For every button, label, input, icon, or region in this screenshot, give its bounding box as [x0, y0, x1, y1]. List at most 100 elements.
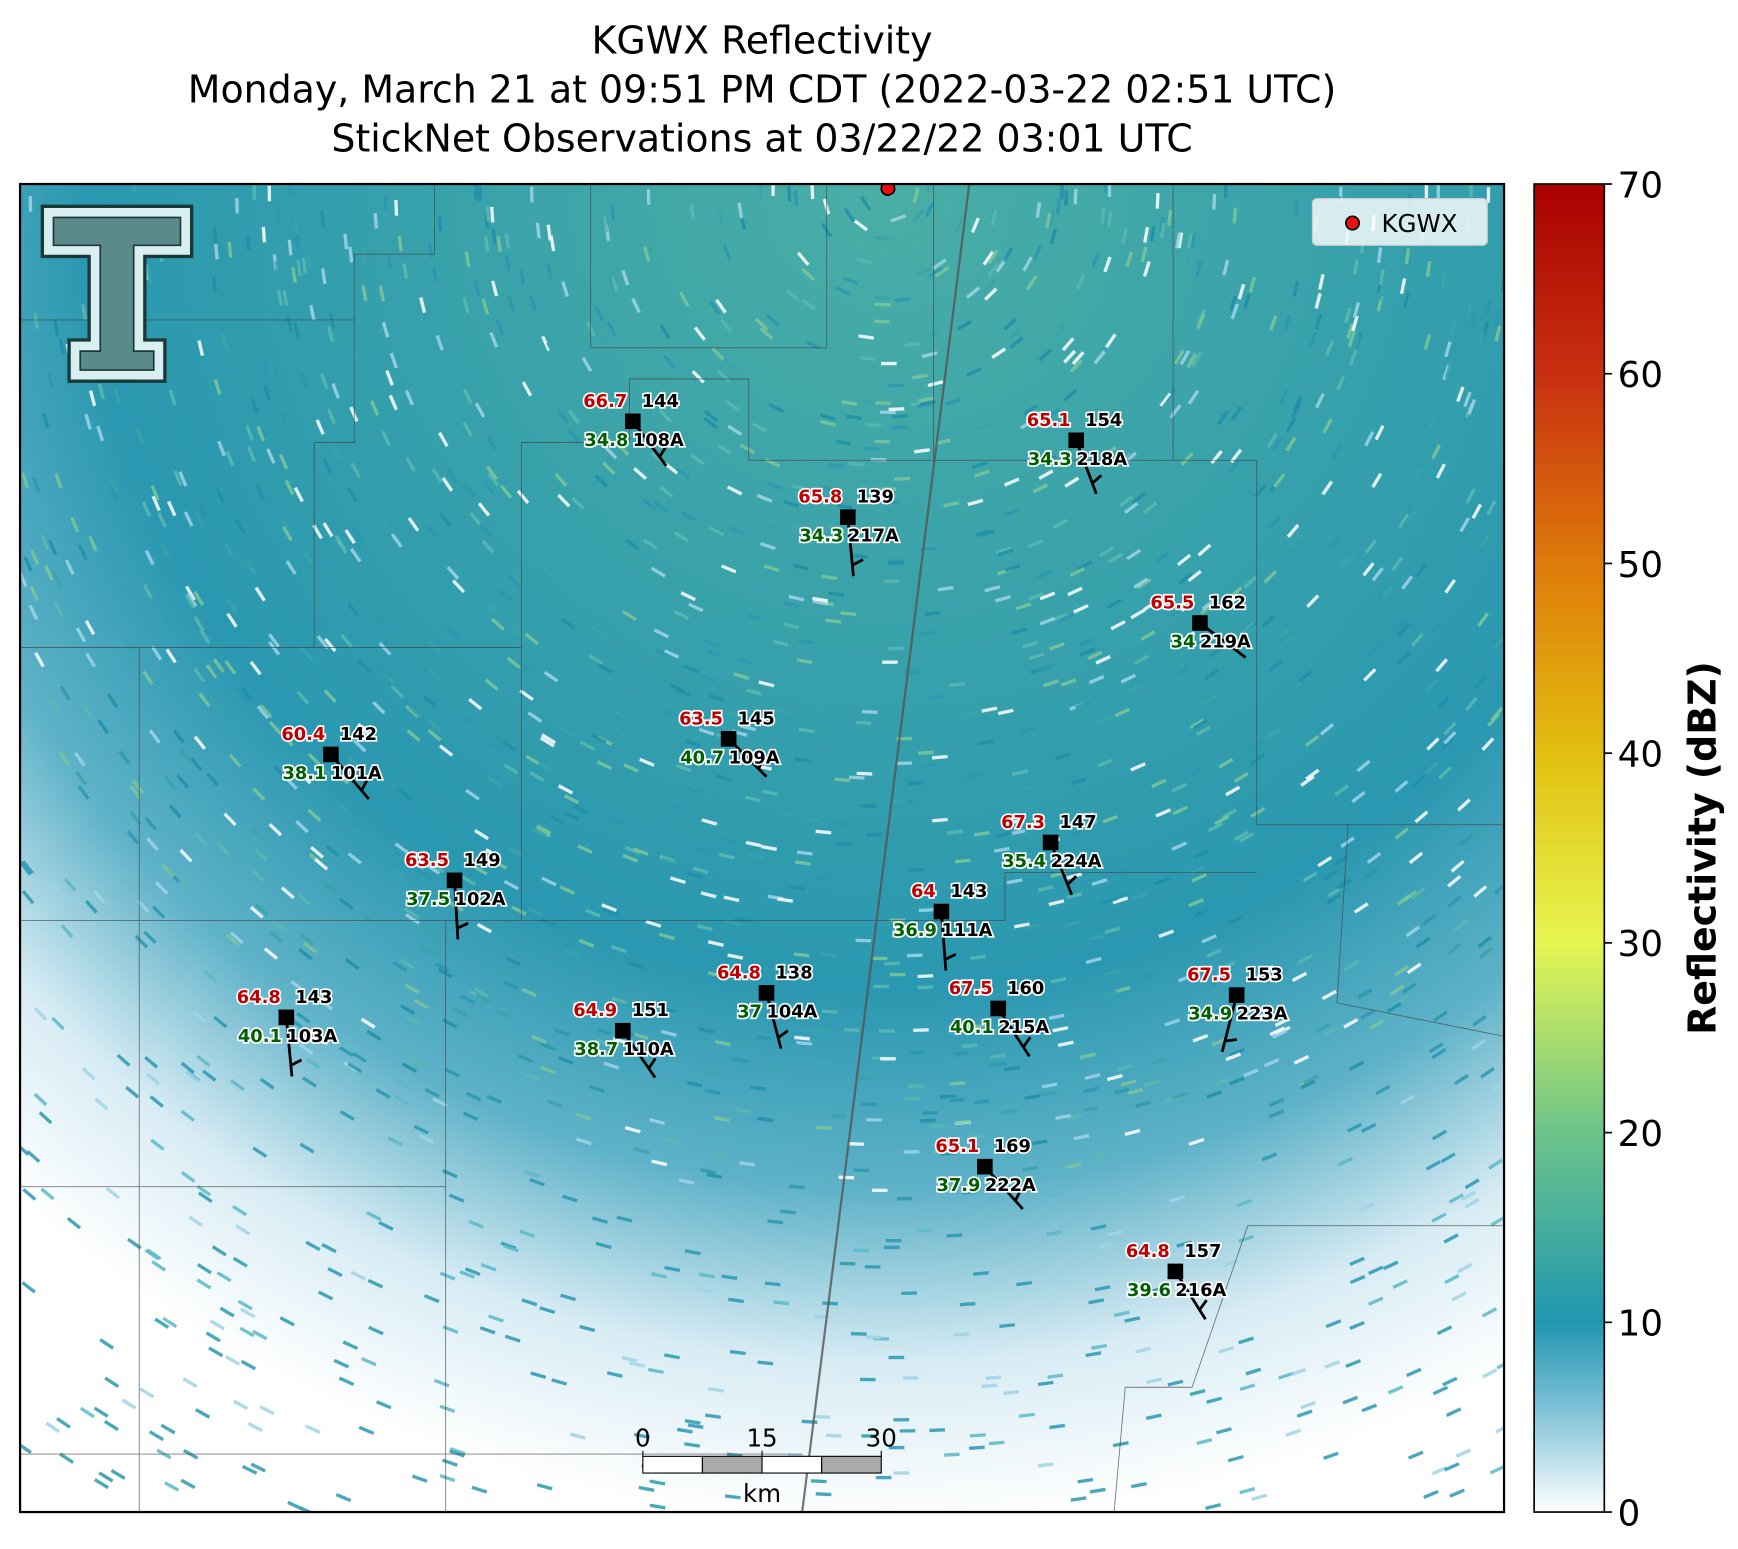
radar-echo [1011, 627, 1028, 635]
station-value: 157 [1184, 1241, 1221, 1262]
radar-echo [327, 1267, 343, 1278]
radar-echo [553, 1027, 570, 1037]
radar-echo [461, 875, 477, 887]
radar-echo [987, 262, 1000, 277]
radar-echo [141, 501, 152, 517]
radar-echo [339, 897, 354, 910]
radar-echo [1117, 452, 1132, 466]
radar-echo [530, 1371, 547, 1380]
radar-echo [751, 422, 768, 433]
radar-echo [794, 860, 811, 866]
radar-echo [734, 1107, 751, 1114]
radar-echo [1060, 184, 1064, 200]
radar-echo [701, 818, 718, 826]
radar-echo [441, 476, 454, 492]
radar-echo [1238, 1336, 1255, 1345]
radar-echo [1175, 232, 1182, 249]
radar-echo [1064, 920, 1081, 928]
radar-echo [205, 1331, 221, 1343]
radar-echo [1075, 700, 1091, 709]
radar-echo [116, 1053, 131, 1067]
radar-echo [94, 1097, 109, 1111]
radar-echo [1058, 821, 1075, 829]
radar-echo [1142, 454, 1157, 469]
radar-echo [1243, 293, 1251, 310]
radar-echo [1397, 651, 1411, 666]
radar-echo [1104, 926, 1121, 935]
radar-echo [1140, 430, 1155, 445]
radar-echo [556, 408, 569, 424]
radar-echo [1367, 641, 1381, 656]
station-marker [720, 731, 737, 747]
radar-echo [568, 429, 581, 444]
radar-echo [997, 708, 1014, 716]
radar-echo [1064, 476, 1080, 488]
radar-echo [1441, 736, 1455, 750]
radar-echo [706, 1172, 723, 1179]
radar-echo [503, 763, 519, 775]
radar-echo [1362, 562, 1375, 577]
radar-echo [378, 641, 392, 656]
radar-echo [819, 413, 836, 421]
legend-box [1311, 197, 1488, 246]
radar-echo [1079, 647, 1096, 657]
radar-echo [1464, 1178, 1480, 1190]
radar-echo [69, 454, 78, 471]
radar-echo [866, 1118, 882, 1122]
radar-echo [1172, 1091, 1189, 1100]
radar-echo [298, 948, 313, 961]
radar-echo [1135, 1100, 1152, 1108]
radar-echo [796, 1040, 813, 1046]
radar-echo [981, 1383, 998, 1389]
radar-echo [959, 1301, 976, 1307]
radar-echo [350, 1270, 366, 1281]
radar-echo [902, 565, 918, 571]
radar-echo [268, 633, 281, 648]
radar-echo [1407, 1450, 1424, 1460]
radar-echo [416, 868, 432, 880]
radar-echo [1124, 627, 1140, 638]
radar-echo [74, 752, 86, 767]
radar-echo [53, 320, 60, 337]
wind-barb-flag [1022, 1036, 1032, 1048]
radar-echo [1027, 539, 1043, 549]
radar-echo [474, 828, 489, 841]
radar-echo [49, 340, 57, 357]
radar-echo [432, 1097, 448, 1108]
radar-echo [870, 457, 887, 462]
radar-echo [1049, 209, 1056, 226]
radar-echo [268, 641, 281, 656]
radar-echo [223, 812, 237, 827]
radar-echo [1412, 774, 1427, 788]
radar-echo [486, 436, 498, 452]
radar-echo [893, 1418, 910, 1422]
radar-echo [1450, 320, 1458, 337]
radar-echo [1337, 1156, 1353, 1167]
radar-echo [1048, 1013, 1065, 1020]
radar-echo [915, 267, 932, 277]
radar-echo [585, 908, 601, 918]
radar-echo [40, 534, 50, 550]
radar-echo [237, 486, 248, 502]
radar-echo [1422, 913, 1437, 926]
radar-echo [331, 382, 340, 399]
radar-echo [194, 832, 208, 846]
radar-echo [661, 1136, 678, 1144]
radar-echo [649, 1118, 666, 1126]
radar-echo [800, 298, 816, 311]
radar-echo [920, 399, 937, 407]
radar-echo [602, 461, 616, 476]
radar-echo [280, 732, 294, 747]
radar-echo [1293, 240, 1300, 257]
radar-echo [1069, 359, 1083, 373]
radar-echo [255, 903, 270, 917]
radar-echo [1378, 269, 1385, 286]
radar-echo [178, 747, 192, 762]
radar-echo [1251, 1493, 1268, 1501]
radar-echo [70, 516, 80, 533]
radar-echo [1322, 418, 1333, 434]
